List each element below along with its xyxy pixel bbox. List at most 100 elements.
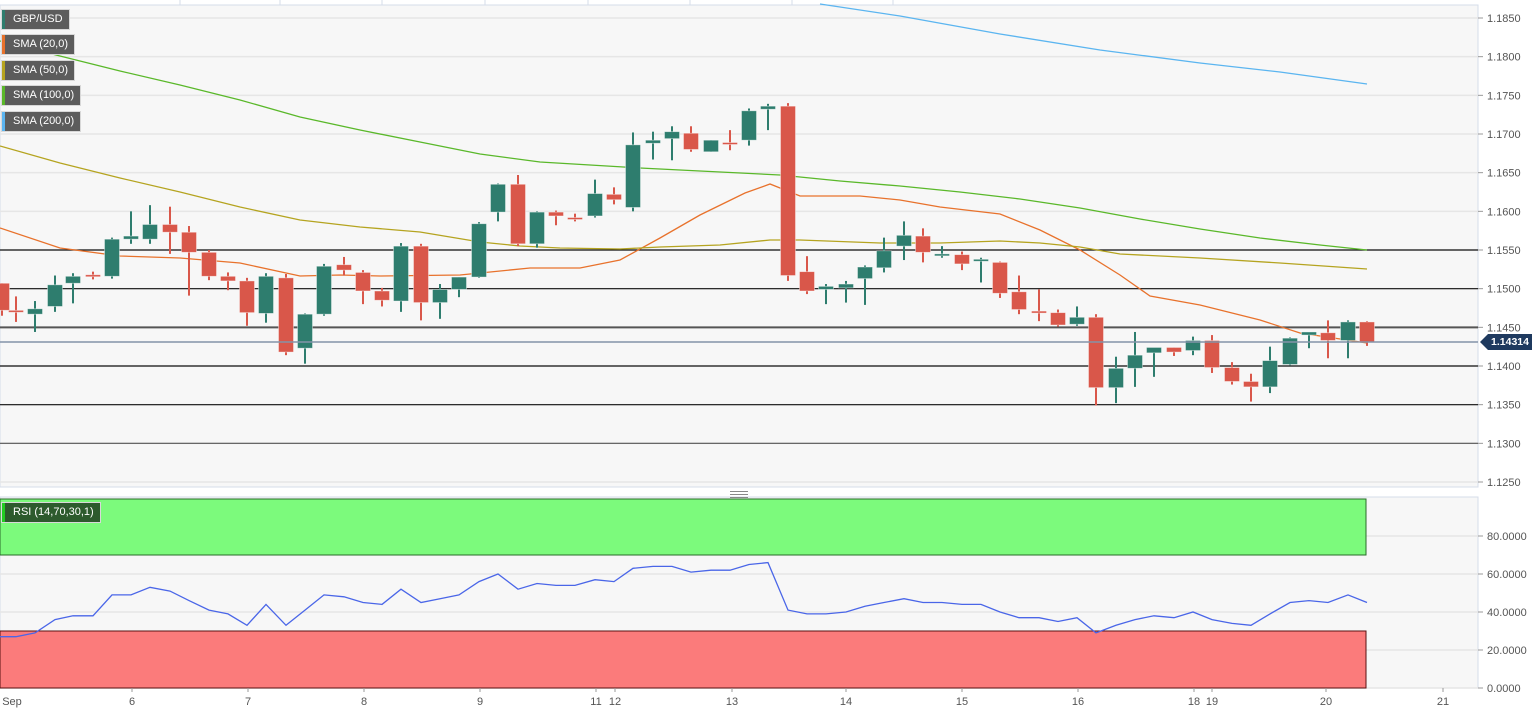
candle[interactable]	[1108, 356, 1124, 404]
candle[interactable]	[896, 221, 912, 261]
candle[interactable]	[8, 296, 24, 322]
candle[interactable]	[316, 263, 332, 316]
candle[interactable]	[142, 205, 158, 244]
rsi-tick-label: 40.0000	[1487, 607, 1527, 619]
price-tick-label: 1.1250	[1487, 477, 1521, 489]
candle[interactable]	[954, 251, 970, 271]
candle[interactable]	[973, 257, 989, 283]
candle[interactable]	[741, 108, 757, 146]
sma-lines	[0, 3, 1368, 344]
candle[interactable]	[587, 179, 603, 218]
candle[interactable]	[374, 287, 390, 307]
candle[interactable]	[625, 132, 641, 212]
date-axis[interactable]: Sep 6 7 8 9 11 12 13 14 15 16 18 19 20 21	[2, 688, 1449, 708]
candle[interactable]	[722, 130, 738, 151]
candle[interactable]	[683, 126, 699, 152]
sma100-line	[0, 40, 1368, 251]
candle[interactable]	[1127, 331, 1143, 387]
date-tick-label: 9	[477, 696, 483, 708]
rsi-tick-label: 0.0000	[1487, 683, 1521, 695]
candle[interactable]	[760, 103, 776, 131]
candle[interactable]	[799, 256, 815, 295]
price-tick-label: 1.1700	[1487, 129, 1521, 141]
legend-sma20[interactable]: SMA (20,0)	[2, 35, 75, 54]
candle[interactable]	[413, 243, 429, 321]
candle[interactable]	[1340, 320, 1356, 359]
candle[interactable]	[278, 273, 294, 356]
candle[interactable]	[915, 228, 931, 263]
candle[interactable]	[65, 273, 81, 304]
rsi-tick-label: 20.0000	[1487, 645, 1527, 657]
candle[interactable]	[876, 237, 892, 273]
legend-sma200[interactable]: SMA (200,0)	[2, 112, 81, 131]
candle[interactable]	[529, 211, 545, 248]
candle[interactable]	[1185, 336, 1201, 356]
candle[interactable]	[1069, 306, 1085, 326]
legend-gbpusd[interactable]: GBP/USD	[2, 10, 69, 29]
candle[interactable]	[934, 246, 950, 258]
candle[interactable]	[645, 131, 661, 160]
legend-rsi[interactable]: RSI (14,70,30,1)	[2, 503, 100, 522]
candle[interactable]	[336, 256, 352, 276]
candle[interactable]	[1011, 275, 1027, 315]
candle[interactable]	[85, 271, 101, 280]
date-tick-label: 21	[1437, 696, 1449, 708]
candle[interactable]	[548, 210, 564, 226]
candle[interactable]	[818, 284, 834, 305]
candle[interactable]	[47, 275, 63, 312]
candle[interactable]	[258, 273, 274, 323]
candle[interactable]	[510, 174, 526, 247]
candle[interactable]	[857, 265, 873, 305]
candle[interactable]	[432, 284, 448, 319]
rsi-tick-label: 60.0000	[1487, 569, 1527, 581]
candle[interactable]	[104, 237, 120, 279]
candle[interactable]	[1243, 373, 1259, 402]
date-tick-label: 11	[590, 696, 601, 708]
candle[interactable]	[1146, 347, 1162, 377]
date-tick-label: 20	[1320, 696, 1332, 708]
candle[interactable]	[1320, 320, 1336, 359]
candle[interactable]	[451, 276, 467, 298]
candle[interactable]	[0, 282, 10, 316]
price-tick-label: 1.1600	[1487, 206, 1521, 218]
candle[interactable]	[355, 270, 371, 305]
candle[interactable]	[1204, 335, 1220, 373]
candle[interactable]	[1031, 289, 1047, 322]
panel-resize-handle[interactable]	[730, 491, 748, 498]
candle[interactable]	[123, 211, 139, 244]
candle[interactable]	[162, 206, 178, 254]
candle[interactable]	[201, 249, 217, 281]
candle[interactable]	[490, 183, 506, 222]
candle[interactable]	[703, 139, 719, 153]
candle[interactable]	[181, 226, 197, 296]
candle[interactable]	[1166, 347, 1182, 356]
candle[interactable]	[567, 213, 583, 222]
candle[interactable]	[393, 243, 409, 312]
candle[interactable]	[606, 187, 622, 205]
price-tick-label: 1.1550	[1487, 245, 1521, 257]
legend-sma50[interactable]: SMA (50,0)	[2, 61, 75, 80]
candle[interactable]	[471, 222, 487, 278]
candle[interactable]	[838, 280, 854, 303]
candle[interactable]	[780, 103, 796, 281]
candle[interactable]	[1050, 309, 1066, 327]
candle[interactable]	[1224, 362, 1240, 385]
rsi-axis[interactable]: 80.0000 60.0000 40.0000 20.0000 0.0000	[1478, 531, 1527, 695]
price-tick-label: 1.1350	[1487, 400, 1521, 412]
candle[interactable]	[27, 301, 43, 332]
candle[interactable]	[220, 272, 236, 291]
candle[interactable]	[1088, 314, 1104, 406]
price-axis[interactable]: 1.1850 1.1800 1.1750 1.1700 1.1650 1.1600 1.15…	[1478, 13, 1521, 489]
price-tick-label: 1.1400	[1487, 361, 1521, 373]
legend-sma100[interactable]: SMA (100,0)	[2, 86, 81, 105]
candle[interactable]	[992, 261, 1008, 298]
date-tick-label: Sep	[2, 696, 22, 708]
candle[interactable]	[297, 313, 313, 364]
price-tick-label: 1.1450	[1487, 322, 1521, 334]
candle[interactable]	[1262, 346, 1278, 394]
candle[interactable]	[1282, 337, 1298, 366]
candle[interactable]	[664, 126, 680, 161]
date-tick-label: 6	[129, 696, 135, 708]
candle[interactable]	[239, 277, 255, 326]
